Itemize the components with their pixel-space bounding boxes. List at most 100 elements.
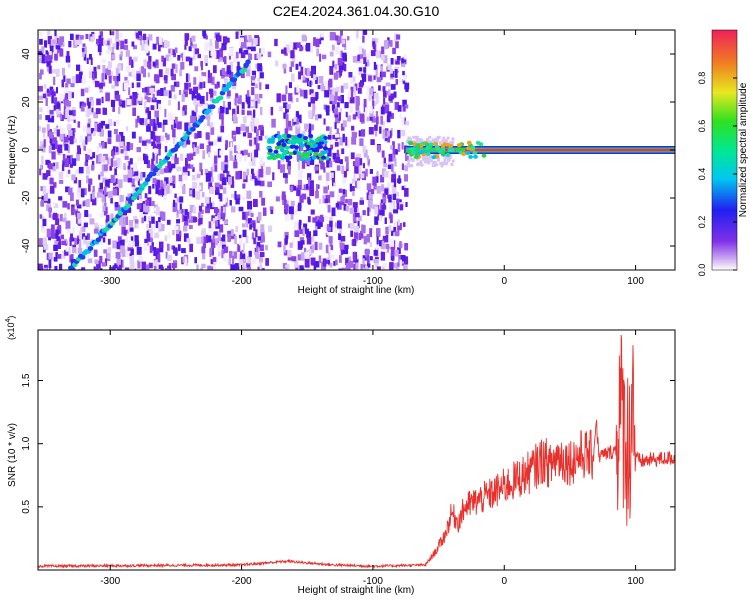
spectrogram-noise-cell [38, 125, 42, 132]
spectrogram-noise-cell [155, 168, 160, 176]
spectrogram-noise-cell [259, 156, 264, 165]
spectrogram-noise-cell [81, 267, 86, 270]
spectrogram-noise-cell [107, 130, 112, 138]
spectrogram-noise-cell [248, 34, 252, 43]
spectrogram-noise-cell [279, 106, 283, 112]
spectrogram-noise-cell [39, 168, 42, 176]
spectrogram-noise-cell [233, 145, 238, 154]
spectrogram-noise-cell [101, 58, 107, 63]
spectrogram-noise-cell [253, 138, 257, 145]
spectrogram-noise-cell [329, 94, 335, 102]
spectrogram-noise-cell [132, 186, 136, 196]
spectrogram-noise-cell [324, 198, 328, 204]
spectrogram-noise-cell [398, 75, 402, 83]
spectrogram-noise-cell [143, 215, 147, 222]
spectrogram-noise-cell [115, 252, 120, 259]
spectrogram-noise-cell [378, 85, 381, 91]
spectrogram-noise-cell [55, 87, 58, 94]
spectrogram-noise-cell [54, 51, 58, 60]
spectrogram-noise-cell [401, 142, 404, 150]
spectrogram-noise-cell [42, 218, 47, 227]
spectrogram-noise-cell [83, 236, 87, 245]
spectrogram-noise-cell [44, 40, 48, 48]
spectrogram-noise-cell [311, 70, 316, 79]
spectrogram-noise-cell [248, 250, 252, 257]
spectrogram-noise-cell [215, 189, 220, 195]
spectrogram-noise-cell [397, 178, 402, 184]
spectrogram-carrier-blob [420, 149, 425, 154]
spectrogram-noise-cell [281, 49, 286, 54]
spectrogram-noise-cell [334, 122, 337, 130]
spectrogram-noise-cell [176, 197, 180, 203]
spectrogram-noise-cell [199, 162, 203, 172]
colorbar-tick-label: 0.2 [697, 216, 707, 229]
spectrogram-noise-cell [396, 198, 400, 204]
spectrogram-noise-cell [162, 57, 166, 67]
spectrogram-noise-cell [87, 233, 90, 240]
spectrogram-noise-cell [221, 177, 227, 185]
spectrogram-noise-cell [195, 191, 201, 200]
spectrogram-noise-cell [299, 229, 303, 234]
spectrogram-noise-cell [228, 257, 232, 265]
spectrogram-carrier-blob [445, 152, 451, 157]
spectrogram-noise-cell [196, 185, 202, 190]
spectrogram-noise-cell [392, 263, 397, 268]
spectrogram-noise-cell [49, 135, 54, 144]
spectrogram-noise-cell [252, 119, 255, 126]
spectrogram-noise-cell [136, 147, 141, 153]
spectrogram-noise-cell [229, 61, 233, 71]
spectrogram-noise-cell [106, 50, 111, 55]
spectrogram-noise-cell [91, 100, 95, 107]
colorbar: 0.00.20.40.60.8 Normalized spectral ampl… [697, 29, 749, 276]
spectrogram-noise-cell [211, 264, 216, 270]
spectrogram-noise-cell [259, 261, 262, 270]
y-tick-label: 1.0 [21, 436, 32, 450]
spectrogram-noise-cell [137, 156, 143, 162]
spectrogram-noise-cell [253, 223, 256, 232]
spectrogram-noise-cell [71, 206, 75, 216]
spectrogram-noise-cell [233, 251, 238, 259]
spectrogram-noise-cell [259, 72, 264, 79]
spectrogram-noise-cell [347, 36, 350, 41]
spectrogram-noise-cell [235, 226, 239, 233]
spectrogram-noise-cell [384, 188, 389, 195]
spectrogram-noise-cell [121, 226, 126, 235]
spectrogram-noise-cell [49, 45, 54, 53]
spectrogram-noise-cell [301, 160, 306, 169]
spectrogram-noise-cell [215, 187, 220, 193]
spectrogram-noise-cell [237, 153, 242, 162]
spectrogram-noise-cell [174, 225, 179, 231]
spectrogram-noise-cell [367, 158, 370, 165]
spectrogram-noise-cell [80, 105, 85, 112]
spectrogram-noise-cell [235, 31, 239, 39]
spectrogram-noise-cell [59, 48, 64, 57]
spectrogram-noise-cell [188, 74, 191, 82]
spectrogram-noise-cell [86, 127, 91, 134]
spectrogram-noise-cell [172, 184, 176, 189]
spectrogram-noise-cell [191, 110, 195, 116]
spectrogram-noise-cell [283, 244, 286, 253]
spectrogram-noise-cell [301, 193, 307, 200]
spectrogram-noise-cell [105, 92, 110, 102]
spectrogram-noise-cell [118, 179, 123, 188]
spectrogram-noise-cell [129, 231, 134, 237]
spectrogram-noise-cell [199, 81, 203, 89]
spectrogram-haze-cell [420, 163, 424, 167]
spectrogram-noise-cell [352, 161, 357, 167]
spectrogram-noise-cell [190, 37, 193, 46]
spectrogram-noise-cell [334, 63, 338, 70]
spectrogram-noise-cell [123, 44, 129, 50]
spectrogram-noise-cell [328, 78, 333, 88]
spectrogram-noise-cell [275, 196, 280, 202]
spectrogram-noise-cell [80, 227, 83, 234]
spectrogram-noise-cell [98, 224, 103, 229]
spectrogram-noise-cell [57, 39, 63, 46]
spectrogram-noise-cell [341, 165, 344, 174]
spectrogram-noise-cell [333, 72, 338, 80]
spectrogram-noise-cell [184, 82, 189, 91]
spectrogram-noise-cell [227, 101, 231, 110]
spectrogram-noise-cell [298, 219, 302, 225]
spectrogram-carrier-blob [457, 143, 463, 148]
spectrogram-haze-cell [429, 159, 433, 163]
spectrogram-noise-cell [253, 237, 256, 245]
